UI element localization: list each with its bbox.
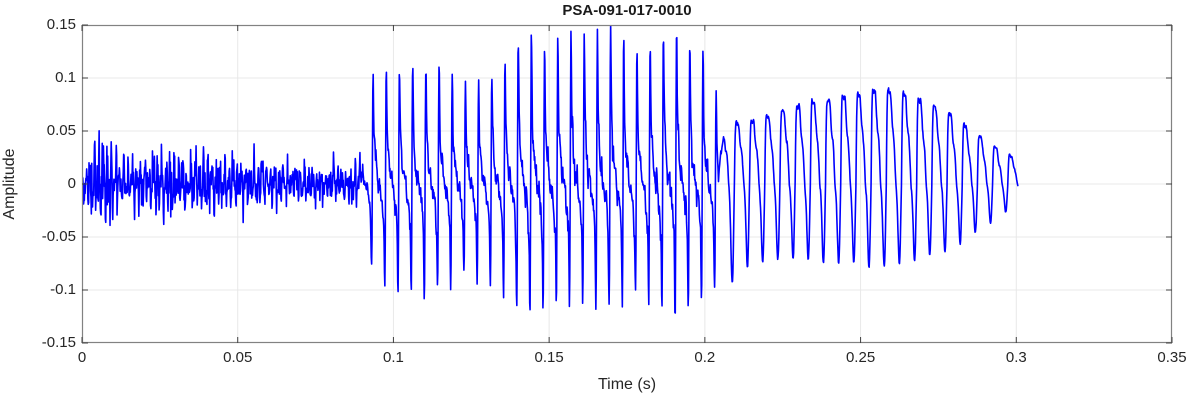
y-tick-label: 0 bbox=[67, 175, 76, 192]
x-tick-label: 0.1 bbox=[382, 349, 404, 366]
waveform-line bbox=[82, 25, 1019, 314]
x-tick-label: 0.15 bbox=[534, 349, 564, 366]
x-tick-label: 0.2 bbox=[694, 349, 716, 366]
y-tick-label: 0.15 bbox=[46, 16, 76, 33]
x-tick-label: 0.3 bbox=[1005, 349, 1027, 366]
plot-title: PSA-091-017-0010 bbox=[562, 2, 692, 19]
x-tick-label: 0.35 bbox=[1157, 349, 1187, 366]
y-axis-label: Amplitude bbox=[1, 148, 18, 220]
grid-lines bbox=[82, 25, 1172, 343]
y-tick-label: -0.05 bbox=[41, 228, 76, 245]
x-tick-label: 0 bbox=[77, 349, 87, 366]
x-axis-label: Time (s) bbox=[597, 376, 657, 393]
axis-ticks bbox=[81, 24, 1173, 344]
x-tick-label: 0.25 bbox=[845, 349, 876, 366]
x-tick-label: 0.05 bbox=[223, 349, 253, 366]
y-tick-label: 0.05 bbox=[46, 122, 76, 139]
y-tick-label: 0.1 bbox=[55, 69, 76, 86]
y-tick-label: -0.1 bbox=[50, 281, 76, 298]
y-tick-label: -0.15 bbox=[41, 334, 76, 351]
